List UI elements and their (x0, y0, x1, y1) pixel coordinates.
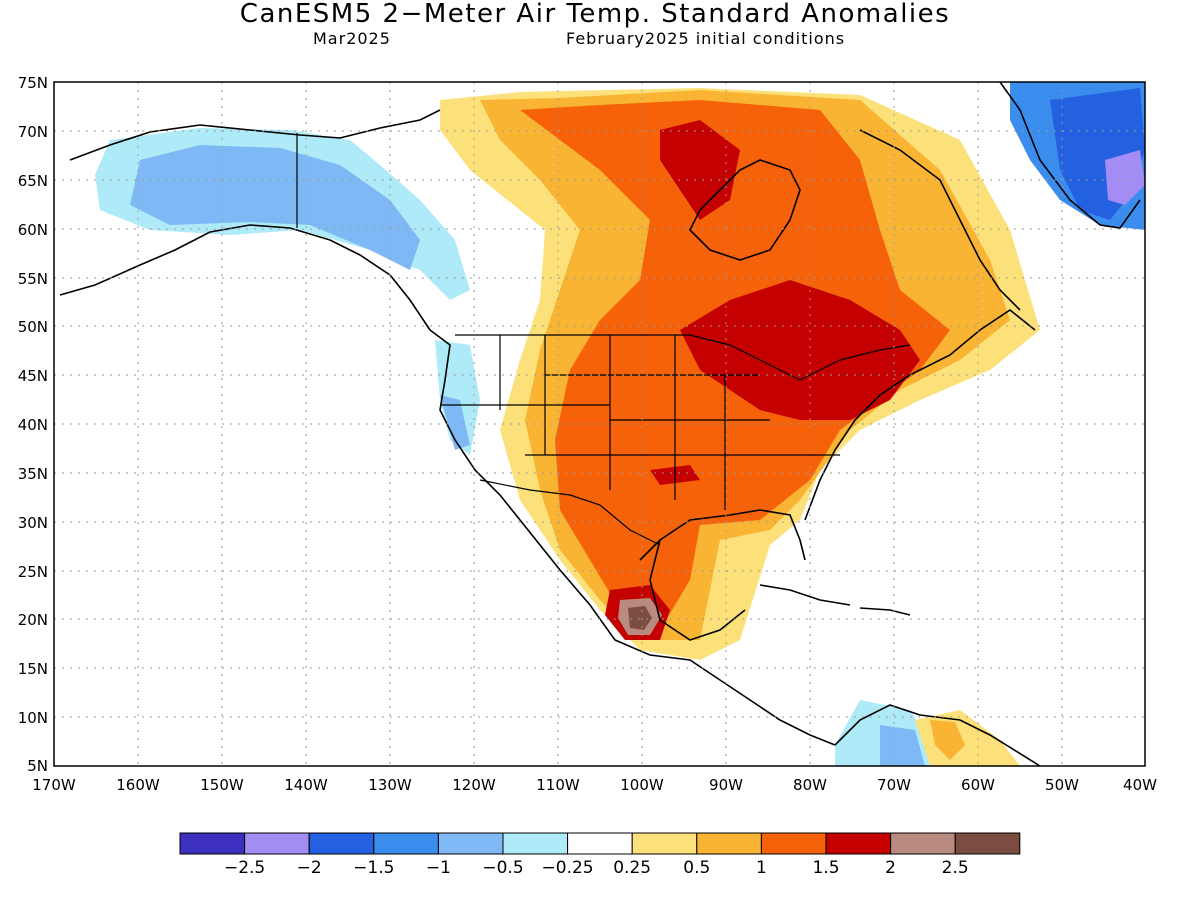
lon-label: 50W (1045, 776, 1079, 794)
colorbar-labels: −2.5 −2 −1.5 −1 −0.5 −0.25 0.25 0.5 1 1.5 2 2.5 (224, 858, 969, 878)
gridlines (54, 82, 1145, 766)
coast-gulf (639, 509, 806, 561)
colorbar-label: 0.5 (683, 858, 710, 878)
lon-axis: 170W 160W 150W 140W 130W 120W 110W 100W … (32, 776, 1157, 794)
colorbar-swatch (437, 832, 504, 855)
lat-label: 10N (18, 709, 48, 727)
colorbar-swatch (890, 832, 956, 855)
lon-label: 80W (793, 776, 827, 794)
borders (296, 133, 911, 546)
lat-label: 75N (18, 74, 48, 92)
colorbar-label: −1 (426, 858, 451, 878)
coast-alaska (59, 224, 431, 331)
alaska-neg-mid (130, 145, 420, 270)
na-pos-red-north (660, 120, 740, 220)
colorbar-swatch (567, 832, 633, 855)
coast-west-us (429, 329, 836, 746)
map-title: CanESM5 2−Meter Air Temp. Standard Anoma… (239, 0, 951, 29)
westcoast-neg-mid (440, 395, 470, 450)
coast-east-us (804, 309, 1036, 521)
plot-frame (53, 81, 1146, 767)
lat-label: 15N (18, 660, 48, 678)
coast-hudson (689, 159, 801, 261)
lat-label: 5N (27, 757, 48, 775)
lon-label: 90W (709, 776, 743, 794)
lat-axis: 75N 70N 65N 60N 55N 50N 45N 40N 35N 30N … (18, 74, 48, 775)
colorbar-swatch (825, 832, 892, 855)
na-pos-red-lakes (680, 280, 920, 420)
colorbar-swatch (244, 832, 310, 855)
lat-label: 60N (18, 221, 48, 239)
colorbar-label: −0.25 (542, 858, 594, 878)
lat-label: 30N (18, 514, 48, 532)
lat-label: 40N (18, 416, 48, 434)
colorbar: −2.5 −2 −1.5 −1 −0.5 −0.25 0.25 0.5 1 1.5 2 2.5 (179, 832, 1021, 878)
lon-label: 170W (32, 776, 76, 794)
coastlines (59, 82, 1141, 766)
lon-label: 100W (620, 776, 664, 794)
colorbar-swatch (696, 832, 762, 855)
colorbar-label: −0.5 (482, 858, 523, 878)
lon-label: 40W (1123, 776, 1157, 794)
colorbar-label: 1 (756, 858, 767, 878)
colorbar-label: −2 (297, 858, 322, 878)
border-us-mexico (479, 479, 661, 546)
colorbar-swatch (631, 832, 698, 855)
coast-hispaniola (859, 607, 911, 616)
border-us-canada-east (689, 334, 911, 381)
forecast-month: Mar2025 (313, 29, 391, 48)
lon-label: 130W (368, 776, 412, 794)
colorbar-label: 2.5 (942, 858, 969, 878)
lat-label: 65N (18, 172, 48, 190)
colorbar-boxes (179, 832, 1021, 855)
colorbar-swatch (308, 832, 375, 855)
lat-label: 20N (18, 611, 48, 629)
lon-label: 140W (284, 776, 328, 794)
greenland-neg-purple (1105, 150, 1145, 205)
sa-neg-mid (880, 725, 925, 766)
lat-label: 50N (18, 318, 48, 336)
colorbar-swatch (502, 832, 569, 855)
mexico-brown (628, 606, 652, 630)
colorbar-label: −2.5 (224, 858, 265, 878)
coast-mexico-gulf (649, 539, 746, 641)
colorbar-label: 2 (885, 858, 896, 878)
colorbar-swatch (179, 832, 246, 855)
lat-label: 45N (18, 367, 48, 385)
anomaly-shading (95, 82, 1145, 766)
lon-label: 70W (877, 776, 911, 794)
sa-pos-yellow (915, 710, 1020, 766)
coast-sa (834, 704, 1041, 766)
colorbar-label: −1.5 (353, 858, 394, 878)
lat-label: 70N (18, 123, 48, 141)
colorbar-label: 1.5 (812, 858, 839, 878)
coast-labrador (859, 129, 1021, 311)
lon-label: 110W (536, 776, 580, 794)
colorbar-swatch (760, 832, 827, 855)
coast-greenland (999, 82, 1141, 229)
initial-conditions: February2025 initial conditions (566, 29, 846, 48)
colorbar-swatch (954, 832, 1021, 855)
lon-label: 160W (116, 776, 160, 794)
lon-label: 60W (961, 776, 995, 794)
sa-pos-orange (930, 720, 965, 760)
lon-label: 150W (200, 776, 244, 794)
coast-alaska-north (69, 109, 441, 161)
colorbar-label: 0.25 (613, 858, 651, 878)
lat-label: 25N (18, 563, 48, 581)
lat-label: 55N (18, 270, 48, 288)
coast-cuba (759, 584, 851, 606)
lat-label: 35N (18, 465, 48, 483)
colorbar-swatch (373, 832, 439, 855)
lon-label: 120W (452, 776, 496, 794)
